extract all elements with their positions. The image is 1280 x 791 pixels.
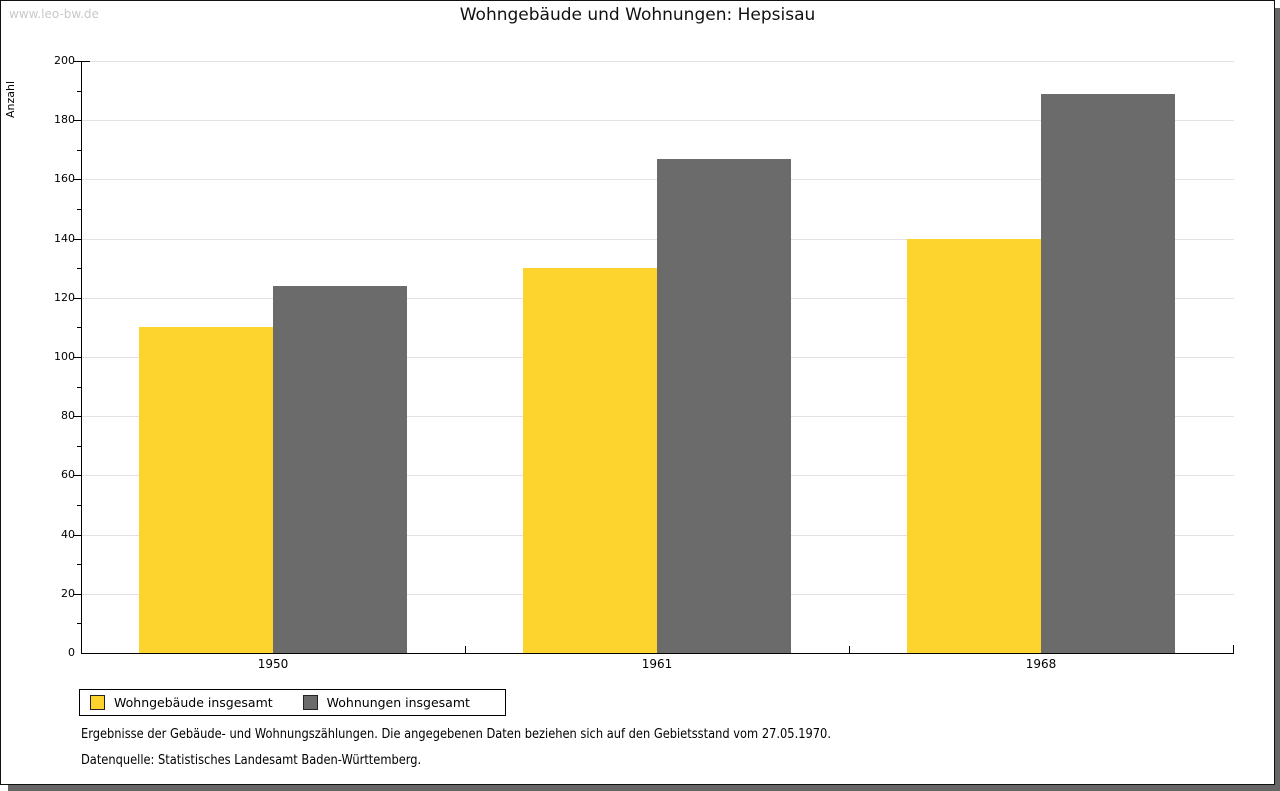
- page-shadow-right: [1275, 8, 1280, 791]
- y-tick-label: 200: [54, 54, 75, 67]
- y-tick-label: 80: [61, 409, 75, 422]
- gridline: [82, 61, 1234, 62]
- y-minor-tick: [77, 387, 81, 388]
- legend-swatch-icon: [302, 695, 318, 710]
- x-tick-label: 1968: [1025, 657, 1057, 671]
- y-major-tick: [73, 535, 81, 536]
- legend: Wohngebäude insgesamt Wohnungen insgesamt: [79, 689, 506, 716]
- x-boundary-tick: [465, 646, 466, 653]
- y-minor-tick: [77, 564, 81, 565]
- bar-wohnungen-1950: [273, 286, 407, 653]
- y-major-tick: [73, 416, 81, 417]
- legend-item: Wohnungen insgesamt: [302, 695, 470, 710]
- y-minor-tick: [77, 327, 81, 328]
- bar-wohnungen-1968: [1041, 94, 1175, 653]
- y-major-tick: [73, 475, 81, 476]
- legend-swatch-icon: [90, 695, 105, 710]
- x-boundary-tick: [849, 646, 850, 653]
- bar-wohngebaeude-1950: [139, 327, 273, 653]
- bar-wohngebaeude-1968: [907, 239, 1041, 653]
- page-shadow-bottom: [8, 785, 1280, 791]
- y-tick-label: 60: [61, 468, 75, 481]
- x-axis-line: [81, 653, 1234, 654]
- legend-label: Wohnungen insgesamt: [326, 695, 470, 710]
- y-tick-label: 140: [54, 232, 75, 245]
- y-tick-label: 160: [54, 172, 75, 185]
- y-major-tick: [73, 594, 81, 595]
- y-minor-tick: [77, 623, 81, 624]
- y-tick-label: 100: [54, 350, 75, 363]
- y-minor-tick: [77, 209, 81, 210]
- x-tick-label: 1961: [641, 657, 673, 671]
- bar-wohnungen-1961: [657, 159, 791, 653]
- footnote-datenquelle: Datenquelle: Statistisches Landesamt Bad…: [81, 753, 422, 768]
- y-major-tick: [73, 298, 81, 299]
- watermark: www.leo-bw.de: [9, 7, 99, 21]
- y-axis-end-cap: [81, 61, 90, 62]
- gridline: [82, 120, 1234, 121]
- y-minor-tick: [77, 268, 81, 269]
- y-axis-line: [81, 61, 82, 654]
- x-tick-label: 1950: [257, 657, 289, 671]
- y-minor-tick: [77, 446, 81, 447]
- x-axis-end-cap: [1233, 645, 1234, 654]
- legend-label: Wohngebäude insgesamt: [114, 695, 273, 710]
- y-tick-label: 40: [61, 528, 75, 541]
- y-minor-tick: [77, 150, 81, 151]
- footnote-gebietsstand: Ergebnisse der Gebäude- und Wohnungszähl…: [81, 727, 831, 742]
- y-axis-label: Anzahl: [4, 80, 17, 118]
- y-major-tick: [73, 61, 81, 62]
- y-tick-label: 20: [61, 587, 75, 600]
- y-major-tick: [73, 179, 81, 180]
- y-major-tick: [73, 120, 81, 121]
- y-major-tick: [73, 357, 81, 358]
- y-minor-tick: [77, 91, 81, 92]
- legend-item: Wohngebäude insgesamt: [90, 695, 273, 710]
- y-tick-label: 120: [54, 291, 75, 304]
- bar-wohngebaeude-1961: [523, 268, 657, 653]
- y-minor-tick: [77, 505, 81, 506]
- chart-title: Wohngebäude und Wohnungen: Hepsisau: [459, 5, 816, 25]
- y-tick-label: 0: [68, 646, 75, 659]
- y-tick-label: 180: [54, 113, 75, 126]
- y-major-tick: [73, 239, 81, 240]
